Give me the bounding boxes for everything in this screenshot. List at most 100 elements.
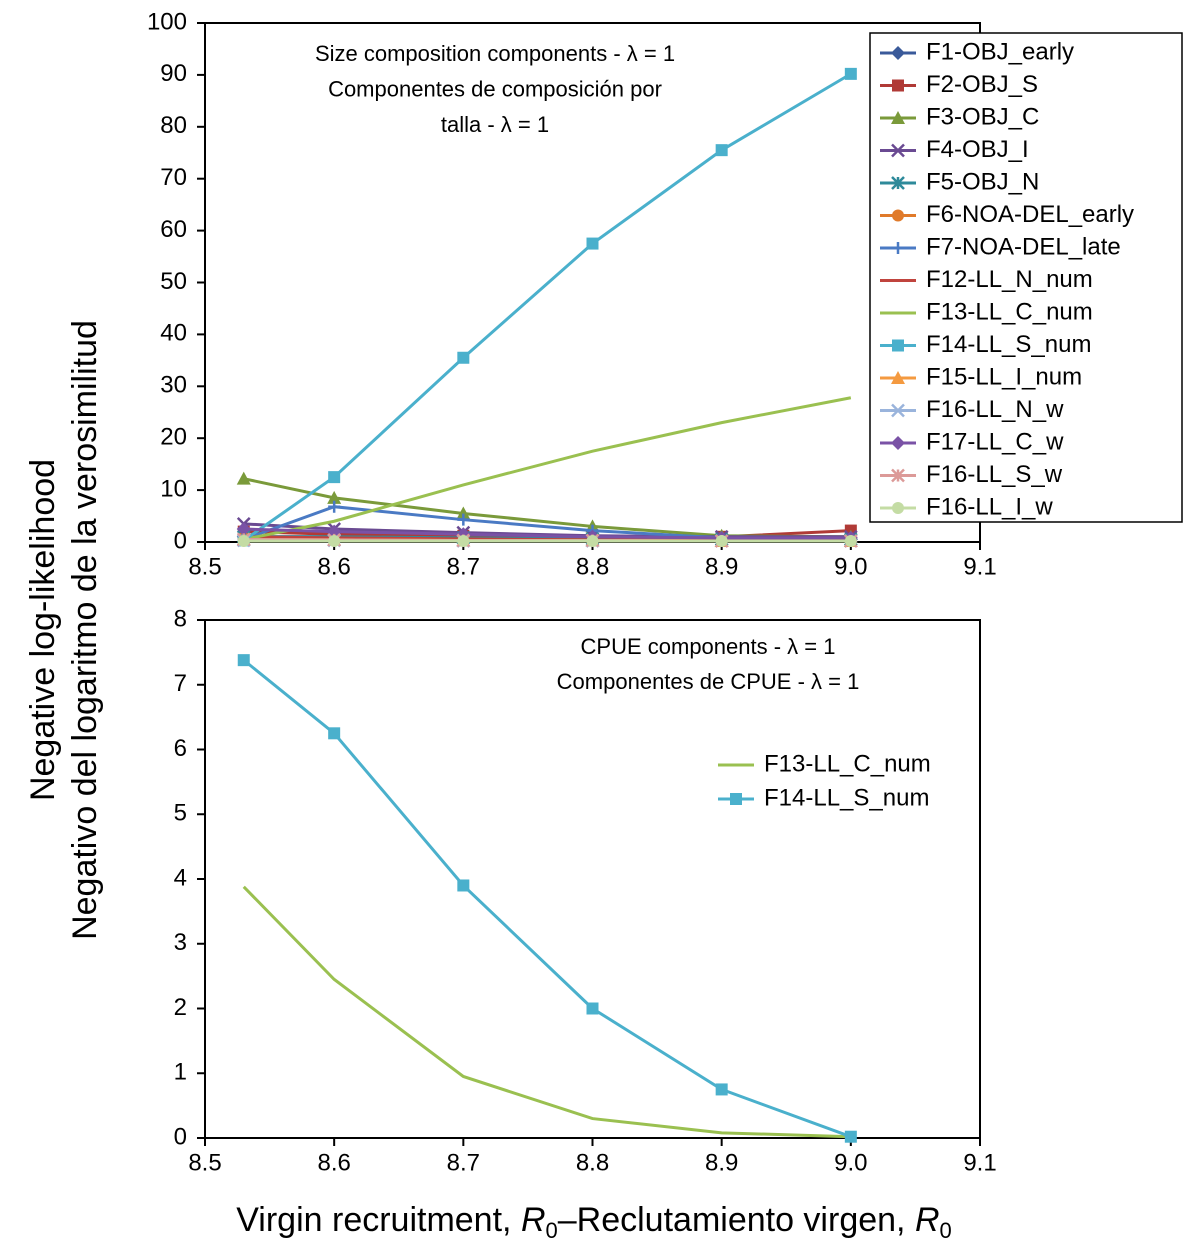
x-tick-label: 8.8 <box>576 553 609 580</box>
legend-label: F12-LL_N_num <box>926 266 1093 293</box>
x-axis-label-part: 0 <box>940 1218 952 1243</box>
y-tick-label: 6 <box>174 735 187 762</box>
legend-marker <box>891 46 905 60</box>
legend-label: F16-LL_N_w <box>926 396 1064 423</box>
marker <box>237 534 250 547</box>
y-axis-label: Negative log-likelihood <box>24 459 62 801</box>
y-axis-label: Negativo del logaritmo de la verosimilit… <box>66 320 104 940</box>
annotation: talla - λ = 1 <box>441 112 549 137</box>
marker <box>457 534 470 547</box>
legend-label: F15-LL_I_num <box>926 363 1082 390</box>
x-tick-label: 8.9 <box>705 1149 738 1176</box>
y-tick-label: 70 <box>160 164 187 191</box>
marker <box>586 534 599 547</box>
legend-marker <box>891 143 905 158</box>
x-tick-label: 9.0 <box>834 553 867 580</box>
x-tick-label: 9.0 <box>834 1149 867 1176</box>
legend-label: F13-LL_C_num <box>764 750 931 777</box>
legend-marker <box>892 502 904 514</box>
legend-marker <box>891 403 905 418</box>
legend-label: F5-OBJ_N <box>926 168 1039 195</box>
legend-label: F17-LL_C_w <box>926 428 1064 455</box>
x-tick-label: 9.1 <box>963 553 996 580</box>
y-tick-label: 10 <box>160 475 187 502</box>
legend-marker <box>730 793 742 805</box>
x-axis-label: Virgin recruitment, R0–Reclutamiento vir… <box>236 1201 952 1243</box>
x-tick-label: 8.7 <box>447 553 480 580</box>
y-tick-label: 1 <box>174 1059 187 1086</box>
legend-label: F13-LL_C_num <box>926 298 1093 325</box>
y-tick-label: 0 <box>174 1123 187 1150</box>
x-tick-label: 8.9 <box>705 553 738 580</box>
y-tick-label: 40 <box>160 320 187 347</box>
y-tick-label: 8 <box>174 605 187 632</box>
y-tick-label: 20 <box>160 424 187 451</box>
legend-box <box>869 32 1183 523</box>
x-axis-label-part: 0 <box>546 1218 558 1243</box>
marker <box>457 879 470 892</box>
x-tick-label: 9.1 <box>963 1149 996 1176</box>
x-tick-label: 8.6 <box>317 1149 350 1176</box>
legend-label: F14-LL_S_num <box>764 784 929 811</box>
legend-marker <box>891 176 905 190</box>
annotation: Componentes de CPUE - λ = 1 <box>557 669 860 694</box>
marker <box>715 144 728 157</box>
series-line <box>243 527 851 540</box>
marker <box>457 351 470 364</box>
legend-label: F1-OBJ_early <box>926 38 1074 65</box>
y-tick-label: 30 <box>160 372 187 399</box>
y-tick-label: 5 <box>174 800 187 827</box>
y-tick-label: 100 <box>147 8 187 35</box>
marker <box>457 513 470 526</box>
legend-marker <box>892 339 904 352</box>
plot-frame <box>204 619 981 1139</box>
marker <box>328 500 341 513</box>
x-axis-label-part: –Reclutamiento virgen, <box>558 1201 915 1239</box>
marker <box>586 1002 599 1015</box>
x-tick-label: 8.7 <box>447 1149 480 1176</box>
legend-label: F16-LL_I_w <box>926 493 1053 520</box>
legend-label: F4-OBJ_I <box>926 136 1029 163</box>
legend-marker <box>891 468 905 483</box>
legend-label: F7-NOA-DEL_late <box>926 233 1121 260</box>
marker <box>327 490 342 504</box>
legend-label: F14-LL_S_num <box>926 331 1091 358</box>
x-tick-label: 8.8 <box>576 1149 609 1176</box>
marker <box>844 534 857 547</box>
marker <box>328 727 341 740</box>
annotation: Componentes de composición por <box>328 76 662 101</box>
marker <box>236 522 251 537</box>
y-tick-label: 60 <box>160 216 187 243</box>
marker <box>844 67 857 80</box>
y-tick-label: 90 <box>160 60 187 87</box>
x-axis-label-part: Virgin recruitment, <box>236 1201 521 1239</box>
legend-marker <box>891 371 905 384</box>
y-tick-label: 4 <box>174 864 187 891</box>
legend-marker <box>892 209 904 222</box>
marker <box>844 1130 857 1143</box>
marker <box>328 471 341 484</box>
y-tick-label: 3 <box>174 929 187 956</box>
series-line <box>242 658 852 1139</box>
legend-label: F2-OBJ_S <box>926 71 1038 98</box>
legend-label: F16-LL_S_w <box>926 461 1063 488</box>
x-axis-label-part: R <box>521 1201 546 1239</box>
marker <box>236 471 251 485</box>
y-tick-label: 0 <box>174 527 187 554</box>
marker <box>328 534 341 547</box>
legend-marker <box>891 111 905 124</box>
marker <box>715 534 728 547</box>
legend-marker <box>892 242 904 254</box>
y-tick-label: 7 <box>174 670 187 697</box>
marker <box>715 1083 728 1096</box>
x-tick-label: 8.6 <box>317 553 350 580</box>
series-line <box>242 72 852 542</box>
marker <box>456 506 471 520</box>
x-tick-label: 8.5 <box>188 553 221 580</box>
y-tick-label: 2 <box>174 994 187 1021</box>
legend-label: F6-NOA-DEL_early <box>926 201 1134 228</box>
marker <box>237 654 250 667</box>
x-tick-label: 8.5 <box>188 1149 221 1176</box>
series-line <box>243 396 852 541</box>
